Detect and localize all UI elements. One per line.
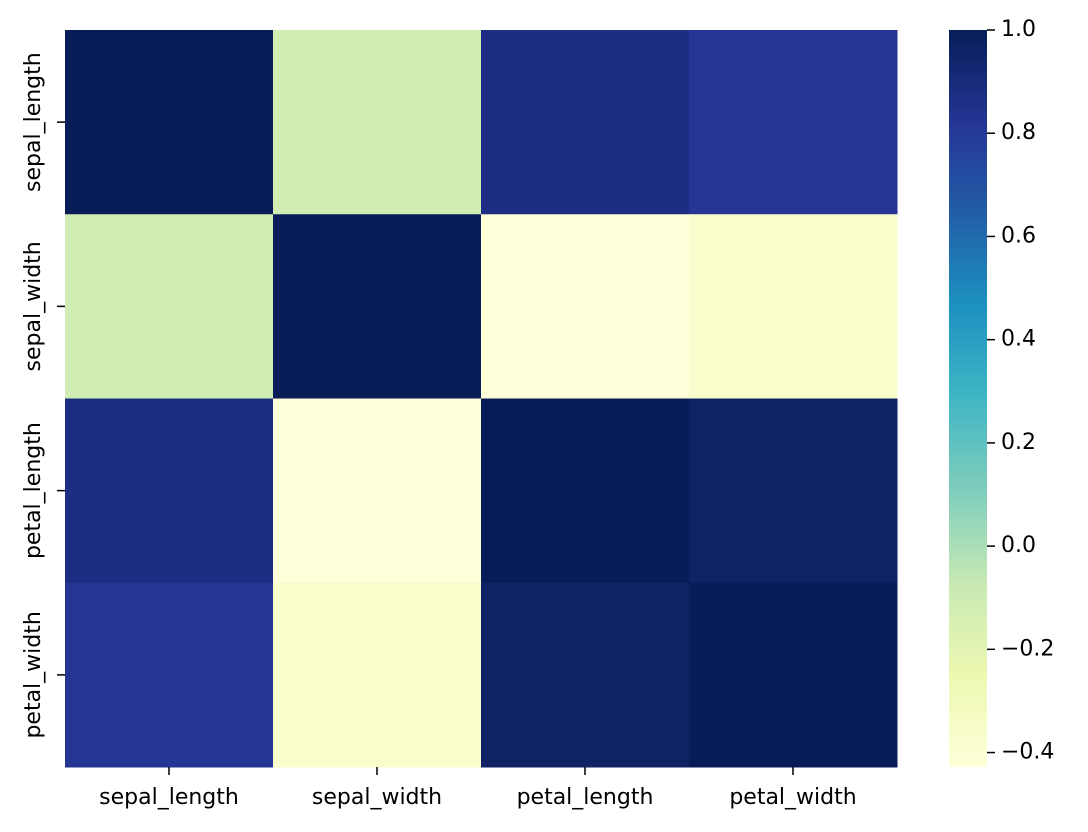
heatmap-cell — [481, 30, 690, 215]
colorbar-tick-label: 0.6 — [1001, 223, 1036, 248]
heatmap-cell — [273, 30, 482, 215]
colorbar-tick-label: 1.0 — [1001, 17, 1036, 42]
colorbar-tick-label: 0.2 — [1001, 430, 1036, 455]
y-tick-label: sepal_length — [21, 52, 46, 192]
colorbar — [949, 30, 987, 767]
heatmap-cell — [65, 582, 274, 768]
y-tick-label: petal_width — [21, 611, 46, 738]
heatmap-cell — [273, 214, 482, 399]
x-tick-label: sepal_width — [312, 785, 442, 810]
colorbar-tick-label: −0.2 — [1001, 636, 1054, 661]
colorbar-tick-label: −0.4 — [1001, 740, 1054, 765]
heatmap-cell — [65, 398, 274, 584]
heatmap-cell — [65, 214, 274, 399]
heatmap-cell — [481, 582, 690, 768]
heatmap-cell — [689, 30, 898, 215]
heatmap-cell — [65, 30, 274, 215]
x-tick-label: sepal_length — [99, 785, 239, 810]
colorbar-tick-label: 0.8 — [1001, 120, 1036, 145]
heatmap-cell — [689, 398, 898, 584]
heatmap-cell — [481, 398, 690, 584]
colorbar-tick-label: 0.4 — [1001, 327, 1036, 352]
y-tick-label: petal_length — [21, 422, 46, 559]
heatmap-cell — [689, 214, 898, 399]
x-tick-label: petal_width — [729, 785, 856, 810]
heatmap-cell — [273, 398, 482, 584]
heatmap-cell — [273, 582, 482, 768]
heatmap-cell — [481, 214, 690, 399]
x-tick-label: petal_length — [517, 785, 654, 810]
heatmap-cell — [689, 582, 898, 768]
colorbar-tick-label: 0.0 — [1001, 533, 1036, 558]
y-tick-label: sepal_width — [21, 241, 46, 371]
